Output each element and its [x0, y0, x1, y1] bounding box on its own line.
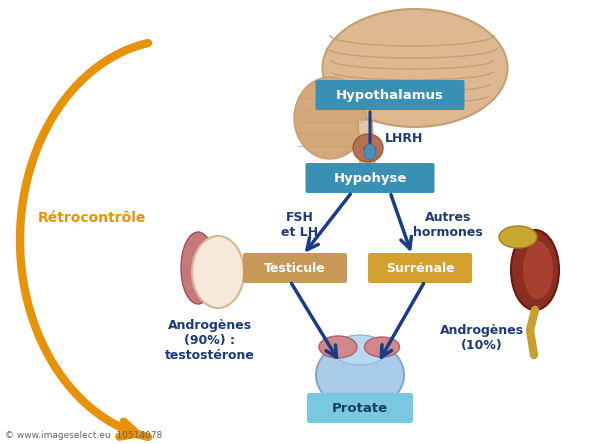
- Text: Protate: Protate: [332, 401, 388, 415]
- Ellipse shape: [181, 232, 215, 304]
- Ellipse shape: [364, 144, 376, 160]
- Text: Hypothalamus: Hypothalamus: [336, 88, 444, 102]
- Text: Hypohyse: Hypohyse: [334, 171, 407, 185]
- Ellipse shape: [511, 230, 559, 310]
- Text: FSH
et LH: FSH et LH: [281, 211, 319, 239]
- Text: Surrénale: Surrénale: [386, 262, 454, 274]
- Ellipse shape: [192, 236, 244, 308]
- Ellipse shape: [316, 340, 404, 410]
- Ellipse shape: [499, 226, 537, 248]
- Text: Rétrocontrôle: Rétrocontrôle: [38, 211, 146, 225]
- Text: Testicule: Testicule: [264, 262, 326, 274]
- Ellipse shape: [353, 134, 383, 162]
- Text: Androgènes
(90%) :
testostérone: Androgènes (90%) : testostérone: [165, 318, 255, 361]
- Polygon shape: [358, 120, 375, 165]
- Ellipse shape: [319, 336, 357, 358]
- FancyBboxPatch shape: [368, 253, 472, 283]
- FancyBboxPatch shape: [305, 163, 434, 193]
- Ellipse shape: [523, 241, 553, 299]
- Text: LHRH: LHRH: [385, 131, 424, 144]
- Ellipse shape: [294, 77, 366, 159]
- FancyBboxPatch shape: [316, 80, 464, 110]
- Text: © www.imageselect.eu  10514078: © www.imageselect.eu 10514078: [5, 431, 162, 440]
- Ellipse shape: [365, 337, 400, 357]
- FancyBboxPatch shape: [243, 253, 347, 283]
- Ellipse shape: [332, 335, 388, 365]
- Text: Androgènes
(10%): Androgènes (10%): [440, 324, 524, 352]
- FancyBboxPatch shape: [308, 394, 412, 422]
- Ellipse shape: [323, 9, 508, 127]
- Text: Autres
hormones: Autres hormones: [413, 211, 483, 239]
